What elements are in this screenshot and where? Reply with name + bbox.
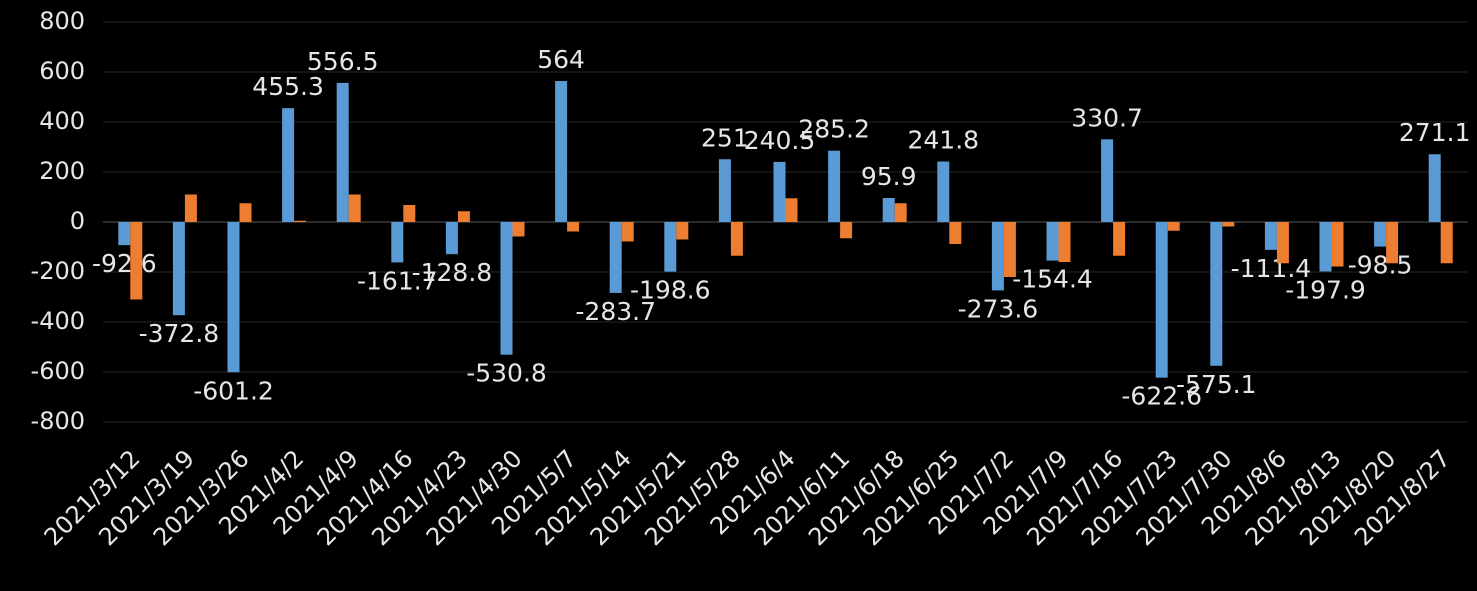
data-label: 556.5 — [307, 47, 379, 76]
bar — [676, 222, 689, 240]
data-label: -273.6 — [958, 294, 1039, 323]
data-label: -622.6 — [1121, 382, 1202, 411]
bar — [391, 222, 404, 263]
bar — [609, 222, 622, 293]
data-label: -198.6 — [630, 276, 711, 305]
y-tick-label: -600 — [31, 357, 85, 385]
bar — [282, 108, 295, 222]
data-label: -154.4 — [1012, 265, 1093, 294]
data-label: 564 — [537, 45, 585, 74]
bar — [664, 222, 677, 272]
bar — [1428, 154, 1441, 222]
data-label: 285.2 — [798, 115, 870, 144]
data-label: -601.2 — [193, 376, 274, 405]
y-tick-label: -800 — [31, 407, 85, 435]
data-label: -161.7 — [357, 266, 438, 295]
bar — [730, 222, 743, 256]
data-label: 271.1 — [1399, 118, 1471, 147]
bar — [555, 81, 568, 222]
data-label: -197.9 — [1285, 275, 1366, 304]
y-tick-label: 200 — [39, 157, 85, 185]
bar — [894, 203, 907, 222]
bar — [294, 220, 307, 222]
bar — [1319, 222, 1332, 272]
bar — [718, 159, 731, 222]
bar — [445, 222, 458, 255]
bar — [991, 222, 1004, 291]
data-label: -283.7 — [575, 297, 656, 326]
data-label: -530.8 — [466, 359, 547, 388]
bar — [1003, 222, 1016, 277]
bar — [1046, 222, 1059, 261]
bar — [1210, 222, 1223, 366]
data-label: 330.7 — [1071, 103, 1143, 132]
bar — [1101, 139, 1114, 222]
data-label: 95.9 — [861, 162, 917, 191]
bar — [621, 222, 634, 242]
bar — [512, 222, 525, 237]
bar — [773, 161, 786, 222]
data-label: -98.5 — [1348, 251, 1413, 280]
data-label: -128.8 — [412, 258, 493, 287]
data-label: 455.3 — [252, 72, 324, 101]
bar — [403, 205, 416, 222]
y-tick-label: -200 — [31, 257, 85, 285]
bar — [457, 211, 470, 222]
bar — [840, 222, 853, 239]
bar — [1264, 222, 1277, 250]
bar — [336, 82, 349, 222]
bar — [500, 222, 513, 355]
data-label: -111.4 — [1231, 254, 1312, 283]
y-tick-label: 0 — [70, 207, 85, 235]
bar — [239, 203, 252, 222]
bar — [1155, 222, 1168, 378]
bar — [130, 222, 143, 300]
bar — [1374, 222, 1387, 247]
bar — [1331, 222, 1344, 267]
bar — [567, 222, 580, 232]
bar — [184, 194, 197, 222]
data-label: -575.1 — [1176, 370, 1257, 399]
bar — [882, 198, 895, 222]
y-tick-label: 400 — [39, 107, 85, 135]
bar — [949, 222, 962, 244]
bar — [1386, 222, 1399, 264]
bar — [1113, 222, 1126, 256]
bar — [118, 222, 131, 246]
data-label: 241.8 — [908, 126, 980, 155]
y-tick-label: -400 — [31, 307, 85, 335]
bar — [937, 161, 950, 222]
bar — [1276, 222, 1289, 264]
bar — [1440, 222, 1453, 264]
y-tick-label: 600 — [39, 57, 85, 85]
bar — [1167, 222, 1180, 231]
data-label: -92.6 — [92, 249, 157, 278]
data-label: 240.5 — [744, 126, 816, 155]
bar — [348, 194, 361, 222]
bar — [785, 198, 798, 222]
bar — [227, 222, 240, 373]
bar — [1058, 222, 1071, 262]
data-label: -372.8 — [139, 319, 220, 348]
data-label: 251 — [701, 123, 749, 152]
bar — [172, 222, 185, 316]
y-tick-label: 800 — [39, 7, 85, 35]
bar — [828, 150, 841, 222]
bar — [1222, 222, 1235, 227]
